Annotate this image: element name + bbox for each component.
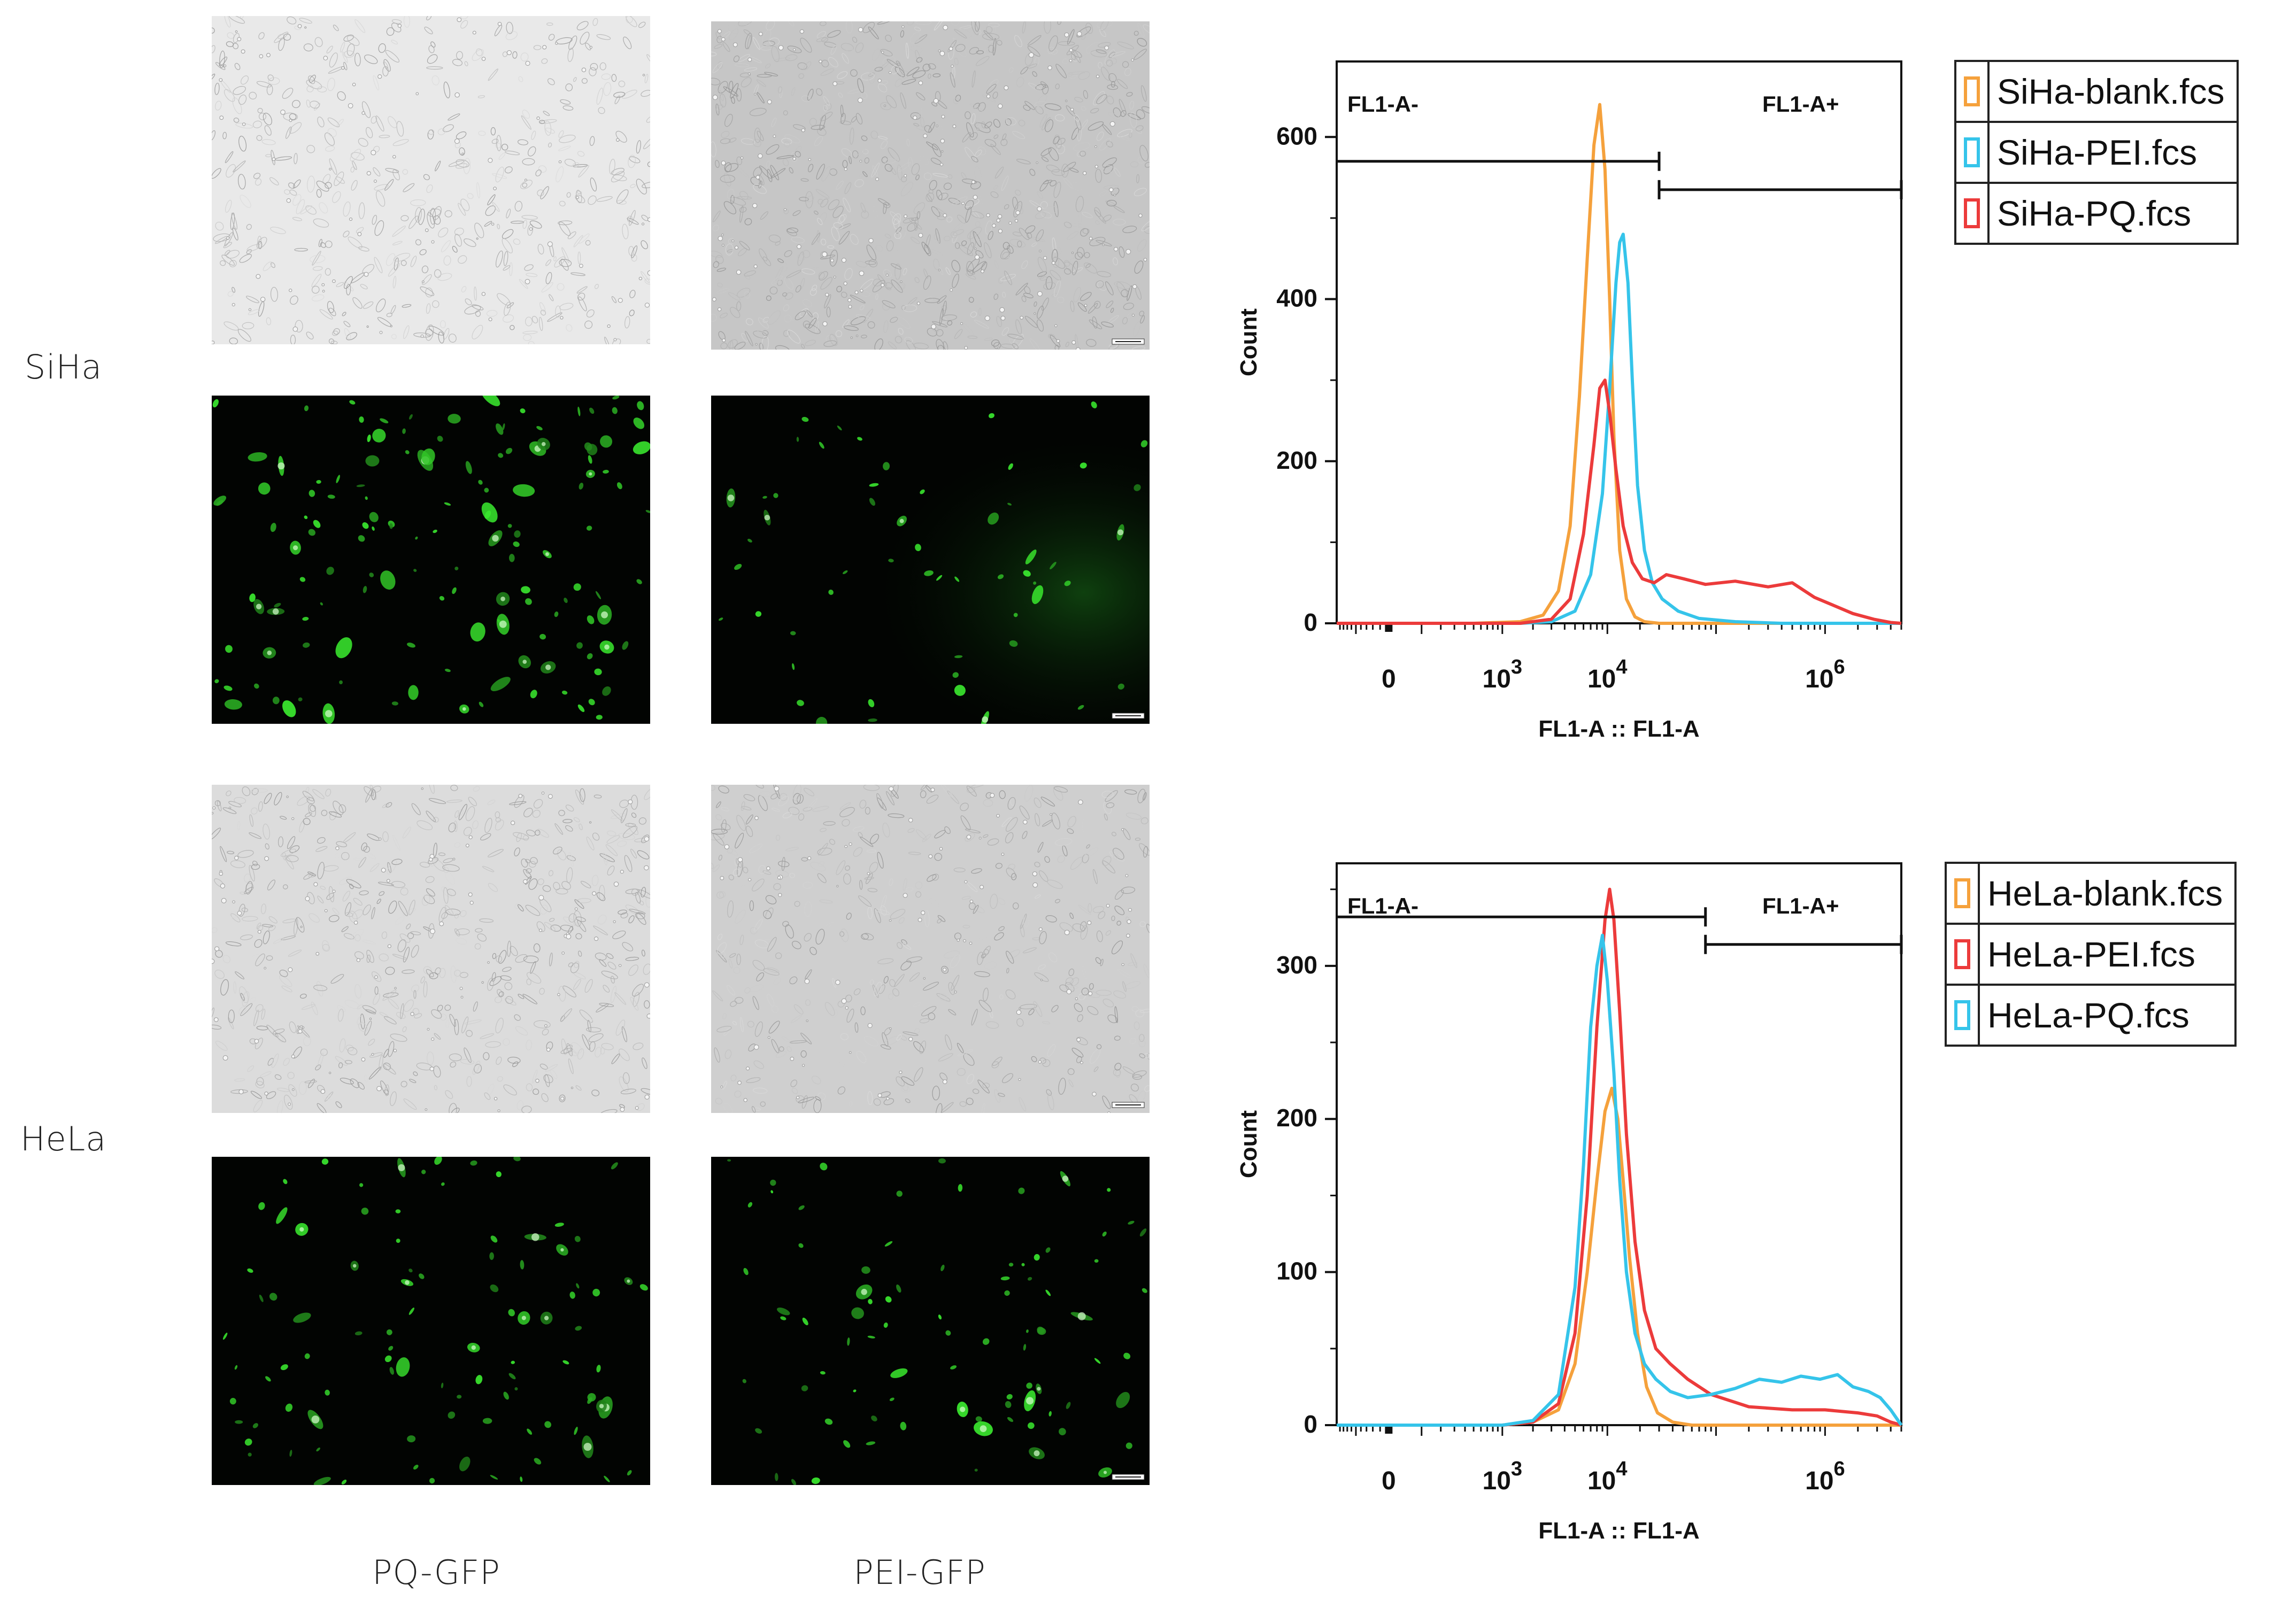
legend-item: HeLa-PQ.fcs: [1947, 984, 2235, 1045]
x-tick-label: 0: [1382, 665, 1396, 693]
x-tick-label: 103: [1483, 656, 1523, 693]
legend-swatch: [1954, 939, 1970, 969]
legend-label: HeLa-blank.fcs: [1987, 873, 2223, 913]
legend-item: HeLa-blank.fcs: [1947, 864, 2234, 923]
hela-pq-brightfield-image: [212, 785, 650, 1113]
col-label-pq-gfp: PQ-GFP: [372, 1553, 500, 1592]
y-tick-label: 300: [1276, 951, 1317, 979]
x-axis-label: FL1-A :: FL1-A: [1538, 716, 1699, 742]
siha-pei-brightfield-image: [711, 21, 1150, 350]
x-tick-label: 104: [1587, 656, 1628, 693]
x-tick-label: 106: [1805, 656, 1845, 693]
y-axis-label: Count: [1236, 1110, 1262, 1178]
hela-flow-histogram: 0 100 200 300 0 103 104 106 FL1-A :: FL1-A Count F…: [1224, 855, 1946, 1561]
legend-item: SiHa-PQ.fcs: [1956, 182, 2237, 243]
legend-label: SiHa-PQ.fcs: [1997, 194, 2192, 233]
siha-pei-fluorescence-image: [711, 396, 1150, 724]
y-tick-label: 400: [1276, 284, 1317, 312]
legend-swatch: [1954, 878, 1970, 908]
legend-item: SiHa-PEI.fcs: [1956, 121, 2237, 182]
x-tick-label: 106: [1805, 1458, 1845, 1495]
legend-label: SiHa-blank.fcs: [1997, 72, 2225, 111]
legend-label: HeLa-PEI.fcs: [1987, 934, 2195, 974]
siha-pq-fluorescence-image: [212, 396, 650, 724]
y-tick-label: 0: [1304, 1410, 1317, 1438]
legend-item: SiHa-blank.fcs: [1956, 62, 2237, 121]
series-line-siha-pei: [1337, 233, 1901, 625]
legend-label: HeLa-PQ.fcs: [1987, 995, 2190, 1035]
series-line-hela-pq: [1337, 933, 1903, 1427]
x-axis-label: FL1-A :: FL1-A: [1538, 1518, 1699, 1544]
legend-swatch: [1964, 76, 1980, 106]
y-tick-label: 200: [1276, 446, 1317, 474]
hela-pq-fluorescence-image: [212, 1157, 650, 1485]
siha-flow-histogram: 0 200 400 600 0 103 104 106 FL1-A :: FL1-A Count F…: [1224, 53, 1946, 759]
siha-pq-brightfield-image: [212, 16, 650, 344]
series-line-hela-pei: [1337, 887, 1902, 1427]
y-axis-label: Count: [1236, 308, 1262, 376]
x-tick-label: 104: [1587, 1458, 1628, 1495]
legend-swatch: [1964, 137, 1980, 167]
gate-label: FL1-A-: [1347, 91, 1418, 117]
legend-item: HeLa-PEI.fcs: [1947, 923, 2235, 984]
x-tick-label: 103: [1483, 1458, 1523, 1495]
y-tick-label: 600: [1276, 122, 1317, 150]
col-label-pei-gfp: PEI-GFP: [853, 1553, 986, 1592]
series-line-siha-blank: [1337, 103, 1901, 625]
gate-label: FL1-A-: [1347, 893, 1418, 918]
legend-label: SiHa-PEI.fcs: [1997, 133, 2198, 172]
hela-pei-brightfield-image: [711, 785, 1150, 1113]
y-tick-label: 100: [1276, 1257, 1317, 1285]
x-zero-marker: [1385, 1425, 1393, 1434]
plot-frame: [1336, 862, 1902, 1426]
y-tick-label: 0: [1304, 608, 1317, 636]
hela-pei-fluorescence-image: [711, 1157, 1150, 1485]
row-label-siha: SiHa: [25, 347, 103, 386]
x-tick-label: 0: [1382, 1467, 1396, 1495]
y-tick-label: 200: [1276, 1104, 1317, 1132]
series-line-siha-pq: [1337, 378, 1902, 625]
gate-label: FL1-A+: [1762, 893, 1839, 918]
legend-swatch: [1954, 1000, 1970, 1030]
gate-label: FL1-A+: [1762, 91, 1839, 117]
plot-frame: [1336, 60, 1902, 624]
x-zero-marker: [1385, 623, 1393, 632]
row-label-hela: HeLa: [20, 1119, 107, 1158]
hela-legend: HeLa-blank.fcs HeLa-PEI.fcs HeLa-PQ.fcs: [1945, 862, 2237, 1047]
siha-legend: SiHa-blank.fcs SiHa-PEI.fcs SiHa-PQ.fcs: [1954, 60, 2239, 245]
legend-swatch: [1964, 198, 1980, 228]
